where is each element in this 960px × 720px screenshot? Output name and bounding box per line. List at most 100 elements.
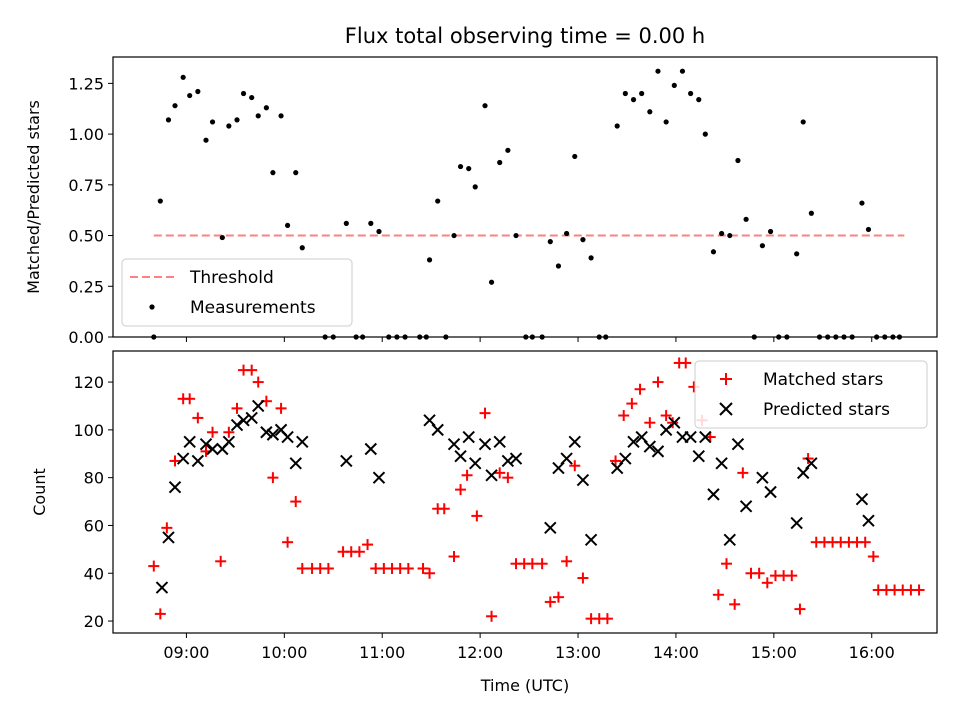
- measurement-point: [165, 117, 172, 123]
- matched-stars-point: [729, 598, 741, 610]
- count-legend-box: [694, 360, 928, 429]
- matched-stars-point: [712, 589, 724, 601]
- predicted-stars-point: [723, 533, 736, 547]
- x-axis-label: Time (UTC): [480, 676, 569, 695]
- matched-stars-point: [536, 558, 548, 570]
- matched-stars-point: [215, 555, 227, 567]
- matched-stars-point: [626, 398, 638, 410]
- ratio-axes-frame: [112, 56, 938, 338]
- predicted-stars-point: [715, 457, 728, 470]
- count-y-tick-label: 20: [84, 612, 104, 631]
- predicted-stars-point: [509, 452, 523, 465]
- measurement-point: [800, 119, 806, 125]
- measurement-point: [580, 237, 586, 243]
- measurement-point: [688, 90, 694, 97]
- measurement-point: [172, 103, 178, 109]
- predicted-legend-x-icon: [719, 402, 733, 416]
- predicted-stars-point: [289, 457, 302, 470]
- x-tick-label: 10:00: [261, 643, 307, 662]
- predicted-stars-point: [790, 516, 803, 530]
- matched-stars-point: [552, 591, 564, 603]
- predicted-stars-point: [627, 435, 640, 449]
- matched-stars-point: [544, 596, 556, 608]
- measurement-point: [497, 159, 503, 166]
- measurement-point: [808, 210, 814, 216]
- matched-stars-point: [275, 402, 287, 414]
- predicted-stars-point: [469, 457, 482, 470]
- predicted-stars-point: [643, 440, 657, 453]
- matched-stars-point: [322, 562, 334, 574]
- x-tick-label: 09:00: [163, 643, 209, 662]
- measurement-point: [435, 198, 441, 204]
- matched-stars-point: [526, 558, 538, 570]
- predicted-stars-point: [252, 399, 265, 413]
- measurement-point: [472, 184, 478, 190]
- matched-stars-point: [184, 393, 196, 405]
- count-y-tick-label: 40: [84, 564, 104, 583]
- measurement-point: [547, 239, 553, 245]
- matched-stars-point: [154, 608, 166, 620]
- predicted-stars-point: [155, 581, 169, 594]
- x-tick-label: 16:00: [849, 643, 895, 662]
- measurement-point: [426, 257, 433, 263]
- measurement-point: [457, 163, 464, 170]
- measurement-point: [466, 165, 472, 172]
- predicted-stars-point: [684, 430, 697, 444]
- ratio-y-tick-label: 0.50: [68, 227, 104, 246]
- count-axes-ticks: 09:00 10:00 11:00 12:00 13:00 14:00 15:00 16:00…: [73, 373, 894, 662]
- predicted-stars-point: [447, 437, 461, 451]
- matched-stars-point: [402, 562, 414, 574]
- predicted-stars-point: [237, 414, 250, 427]
- measurement-point: [572, 153, 578, 160]
- matched-stars-point: [577, 572, 589, 584]
- ratio-y-axis-label: Matched/Predicted stars: [24, 100, 43, 294]
- count-y-tick-label: 60: [84, 516, 104, 535]
- predicted-stars-point: [162, 531, 175, 544]
- measurement-point: [187, 92, 193, 99]
- measurement-point: [710, 249, 717, 255]
- matched-stars-point: [786, 570, 798, 582]
- predicted-stars-point: [191, 454, 205, 468]
- measurement-point: [234, 117, 240, 123]
- measurement-point: [219, 234, 225, 241]
- ratio-panel: Flux total observing time = 0.00 h 0.000…: [24, 24, 938, 347]
- predicted-stars-point: [805, 457, 818, 470]
- matched-stars-point: [290, 496, 302, 508]
- predicted-stars-point: [651, 445, 665, 458]
- measurement-point: [240, 90, 247, 97]
- measurement-point: [679, 68, 686, 74]
- matched-stars-point: [680, 357, 692, 369]
- predicted-stars-point: [260, 426, 273, 439]
- measurement-point: [735, 157, 741, 164]
- matched-stars-point: [721, 558, 733, 570]
- matched-stars-point: [438, 503, 450, 515]
- ratio-legend: Threshold Measurements: [121, 258, 353, 327]
- matched-stars-point: [610, 455, 622, 467]
- predicted-stars-point: [584, 533, 598, 547]
- measurement-point: [555, 263, 562, 269]
- matched-stars-point: [618, 410, 630, 422]
- matched-stars-point: [660, 410, 672, 422]
- ratio-plot-area: [151, 68, 905, 340]
- measurement-point: [588, 255, 594, 261]
- matched-stars-point: [252, 376, 264, 388]
- matched-stars-point: [296, 562, 308, 574]
- predicted-stars-point: [222, 435, 236, 449]
- matched-stars-point: [161, 522, 173, 534]
- count-panel: 09:00 10:00 11:00 12:00 13:00 14:00 15:00 16:00…: [30, 350, 938, 695]
- measurement-point: [727, 232, 733, 239]
- matched-stars-point: [802, 453, 814, 465]
- matched-legend-plus-icon: [720, 373, 732, 385]
- ratio-y-tick-label: 1.00: [68, 125, 104, 144]
- matched-stars-point: [601, 613, 613, 625]
- measurement-point: [702, 131, 708, 137]
- predicted-stars-point: [206, 442, 219, 456]
- predicted-stars-point: [485, 469, 498, 482]
- matched-stars-point: [461, 469, 473, 481]
- measurement-point: [299, 245, 305, 251]
- measurement-point: [226, 123, 232, 129]
- measurement-point: [859, 200, 865, 206]
- x-tick-label: 12:00: [457, 643, 503, 662]
- predicted-stars-point: [245, 411, 258, 425]
